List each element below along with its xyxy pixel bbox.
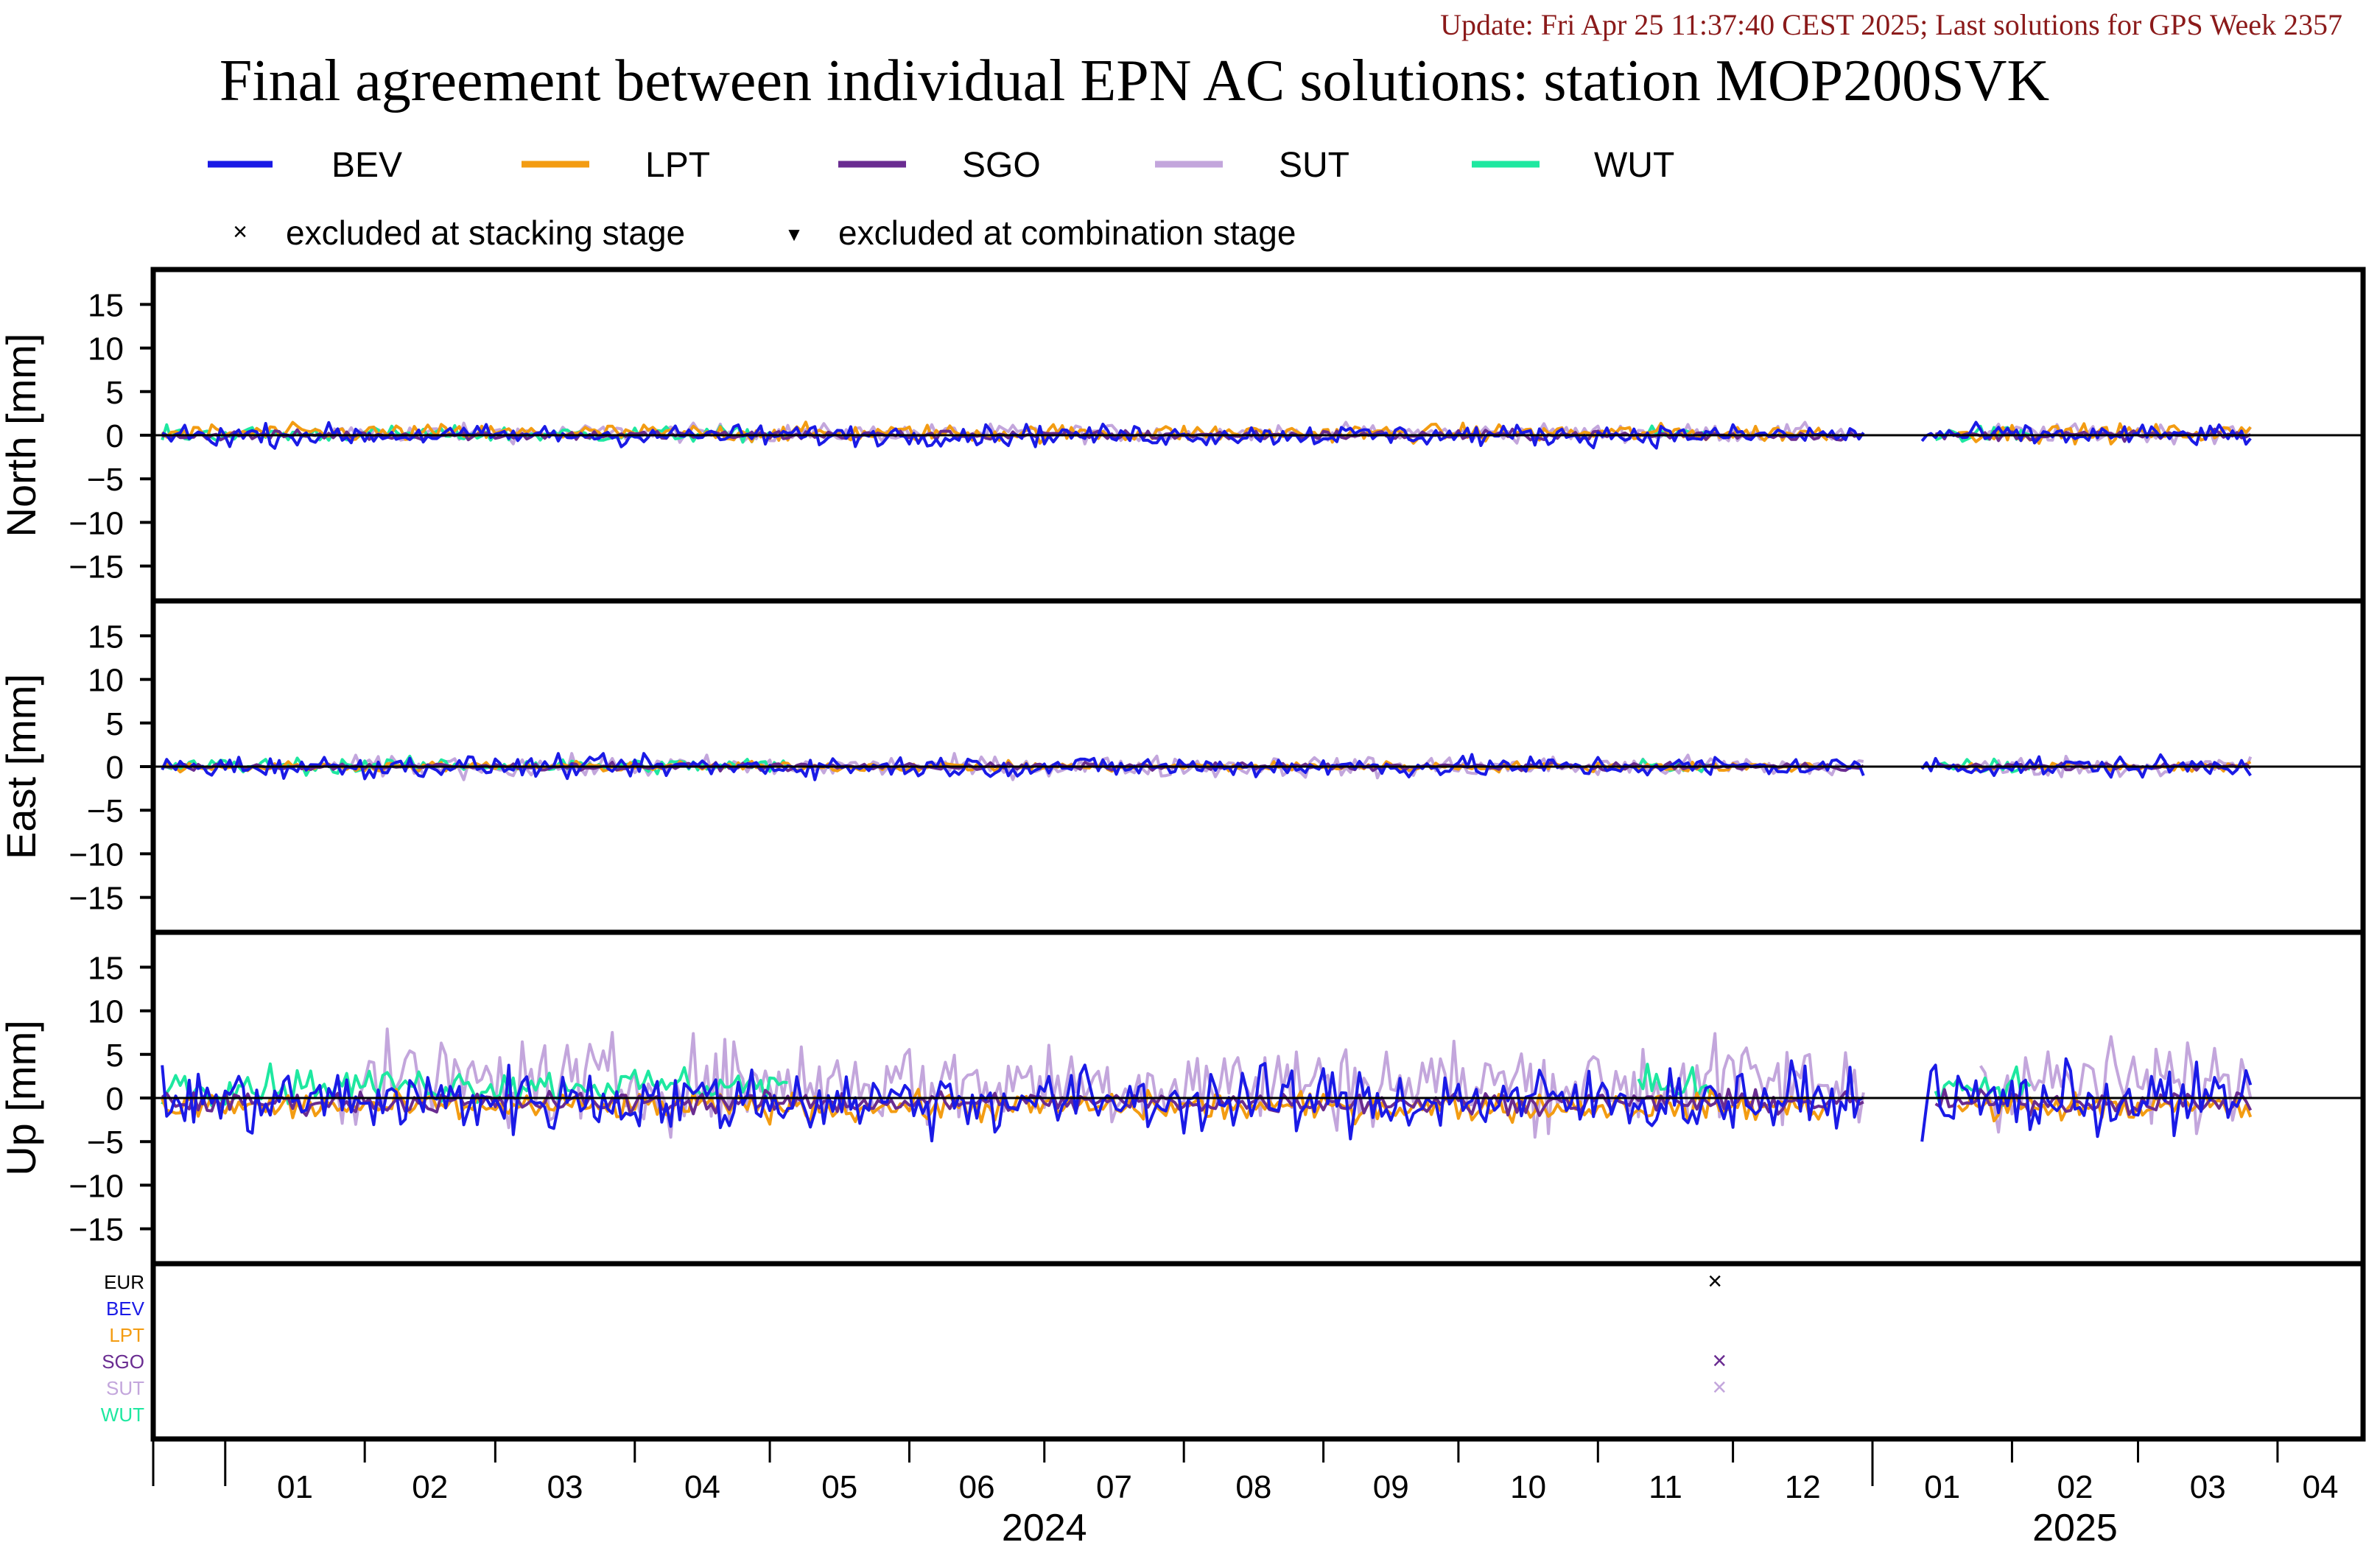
- series-line-bev: [1920, 1057, 2253, 1142]
- y-tick-label: −10: [69, 1168, 124, 1204]
- x-tick-label: 01: [1924, 1469, 1960, 1505]
- y-tick-label: 0: [106, 418, 124, 454]
- y-tick-label: 5: [106, 706, 124, 742]
- panels: 15 10 5 0 −5 −10 −15 North [mm] 15 10 5 0 −5 −10 −15 Ea…: [0, 267, 2366, 1442]
- y-tick-label: 15: [88, 950, 124, 986]
- panel-3: 15 10 5 0 −5 −10 −15 Up [mm]: [0, 929, 2366, 1267]
- exclusion-row-label: SUT: [106, 1377, 144, 1399]
- y-axis-label: Up [mm]: [0, 1020, 44, 1176]
- y-tick-label: −15: [69, 881, 124, 917]
- x-tick-label: 02: [412, 1469, 448, 1505]
- y-tick-label: 5: [106, 1038, 124, 1074]
- y-tick-label: −15: [69, 1212, 124, 1248]
- y-tick-label: 10: [88, 663, 124, 699]
- legend-marker-triangle: ▼: [784, 223, 804, 245]
- series-line-sut: [1979, 1035, 2253, 1136]
- series-line-lpt: [1957, 422, 2252, 446]
- exclusion-row-label: EUR: [104, 1271, 144, 1293]
- legend-label-sut: SUT: [1279, 146, 1349, 185]
- y-axis-label: North [mm]: [0, 334, 44, 538]
- y-tick-label: 10: [88, 994, 124, 1030]
- y-tick-label: 0: [106, 750, 124, 786]
- y-tick-label: −5: [87, 462, 124, 498]
- legend-label-sgo: SGO: [962, 146, 1041, 185]
- x-tick-label: 08: [1235, 1469, 1271, 1505]
- x-tick-label: 10: [1510, 1469, 1546, 1505]
- y-tick-label: 10: [88, 331, 124, 367]
- legend-marker-cross: ×: [233, 218, 248, 246]
- x-year-label: 2025: [2032, 1507, 2118, 1545]
- update-text: Update: Fri Apr 25 11:37:40 CEST 2025; L…: [1440, 8, 2342, 41]
- exclusion-row-label: WUT: [101, 1404, 144, 1426]
- legend: BEV LPT SGO SUT WUT × excluded at stacking sta…: [208, 146, 1674, 252]
- x-tick-label: 03: [2190, 1469, 2226, 1505]
- legend-marker-stacking-label: excluded at stacking stage: [286, 214, 685, 252]
- y-tick-label: 0: [106, 1081, 124, 1117]
- y-tick-label: −15: [69, 549, 124, 585]
- exclusion-frame: [150, 1261, 2366, 1442]
- y-tick-label: −10: [69, 505, 124, 541]
- series-line-wut: [1934, 1065, 2032, 1108]
- x-tick-label: 11: [1649, 1469, 1682, 1505]
- x-tick-label: 02: [2057, 1469, 2093, 1505]
- y-tick-label: 15: [88, 619, 124, 655]
- series-line-lpt: [161, 420, 1829, 445]
- y-tick-label: −10: [69, 837, 124, 873]
- chart-title: Final agreement between individual EPN A…: [220, 49, 2049, 113]
- x-axis: 01 02 03 04 05 06 07 08 09 10 11 12 01 02 03 04 2024 2025: [152, 1439, 2338, 1545]
- panel-1: 15 10 5 0 −5 −10 −15 North [mm]: [0, 267, 2366, 604]
- legend-label-lpt: LPT: [645, 146, 710, 185]
- panel-2: 15 10 5 0 −5 −10 −15 East [mm]: [0, 598, 2366, 935]
- exclusion-marker: ×: [1707, 1267, 1722, 1295]
- x-tick-label: 04: [2302, 1469, 2338, 1505]
- exclusion-marker: ×: [1712, 1347, 1727, 1375]
- x-tick-label: 07: [1096, 1469, 1132, 1505]
- series-line-bev: [1920, 420, 2252, 446]
- y-tick-label: −5: [87, 1125, 124, 1161]
- exclusion-row-label: LPT: [109, 1324, 144, 1346]
- y-tick-label: 15: [88, 287, 124, 323]
- x-tick-label: 05: [821, 1469, 857, 1505]
- x-tick-label: 09: [1373, 1469, 1409, 1505]
- x-tick-label: 03: [547, 1469, 583, 1505]
- exclusion-row-label: BEV: [106, 1298, 145, 1320]
- y-tick-label: −5: [87, 793, 124, 829]
- legend-label-wut: WUT: [1594, 146, 1674, 185]
- y-axis-label: East [mm]: [0, 674, 44, 859]
- x-year-label: 2024: [1002, 1507, 1087, 1545]
- x-tick-label: 01: [277, 1469, 313, 1505]
- x-tick-label: 12: [1785, 1469, 1821, 1505]
- legend-label-bev: BEV: [331, 146, 402, 185]
- legend-marker-combination-label: excluded at combination stage: [838, 214, 1296, 252]
- exclusion-row-label: SGO: [102, 1351, 144, 1373]
- y-tick-label: 5: [106, 375, 124, 411]
- exclusion-marker: ×: [1712, 1373, 1727, 1401]
- x-tick-label: 04: [684, 1469, 720, 1505]
- x-tick-label: 06: [959, 1469, 995, 1505]
- series-line-bev: [161, 1059, 1864, 1143]
